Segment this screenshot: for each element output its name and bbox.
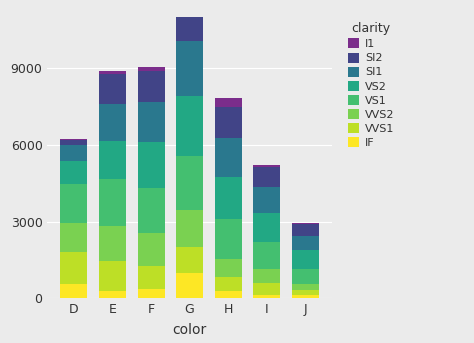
Bar [215,259,242,277]
Bar [253,270,280,283]
Bar [137,288,164,298]
Bar [60,145,87,161]
Bar [176,41,203,95]
Bar [60,139,87,140]
Bar [60,252,87,284]
Bar [176,211,203,247]
Bar [137,233,164,266]
Y-axis label: count: count [0,138,4,177]
Bar [137,188,164,233]
Bar [137,67,164,71]
Bar [137,103,164,142]
Bar [137,142,164,188]
Bar [215,219,242,259]
Bar [292,223,319,224]
Bar [253,213,280,242]
Bar [215,107,242,138]
Legend: I1, SI2, SI1, VS2, VS1, VVS2, VVS1, IF: I1, SI2, SI1, VS2, VS1, VVS2, VVS1, IF [346,20,396,150]
Bar [99,179,126,226]
X-axis label: color: color [173,323,207,337]
Bar [292,250,319,269]
Bar [99,74,126,104]
Bar [253,283,280,295]
Bar [215,291,242,298]
Bar [253,295,280,298]
Bar [292,224,319,236]
Bar [99,141,126,179]
Bar [99,71,126,74]
Bar [99,226,126,261]
Bar [253,165,280,167]
Bar [60,161,87,184]
Bar [215,177,242,219]
Bar [292,290,319,295]
Bar [253,167,280,187]
Bar [253,187,280,213]
Bar [99,261,126,291]
Bar [60,184,87,223]
Bar [137,71,164,103]
Bar [176,1,203,41]
Bar [176,95,203,155]
Bar [215,98,242,107]
Bar [176,247,203,273]
Bar [292,269,319,284]
Bar [176,155,203,211]
Bar [137,266,164,288]
Bar [99,291,126,298]
Bar [60,223,87,252]
Bar [60,284,87,298]
Bar [176,273,203,298]
Bar [215,277,242,291]
Bar [292,295,319,298]
Bar [253,242,280,270]
Bar [60,140,87,145]
Bar [176,0,203,1]
Bar [215,138,242,177]
Bar [292,284,319,290]
Bar [99,104,126,141]
Bar [292,236,319,250]
